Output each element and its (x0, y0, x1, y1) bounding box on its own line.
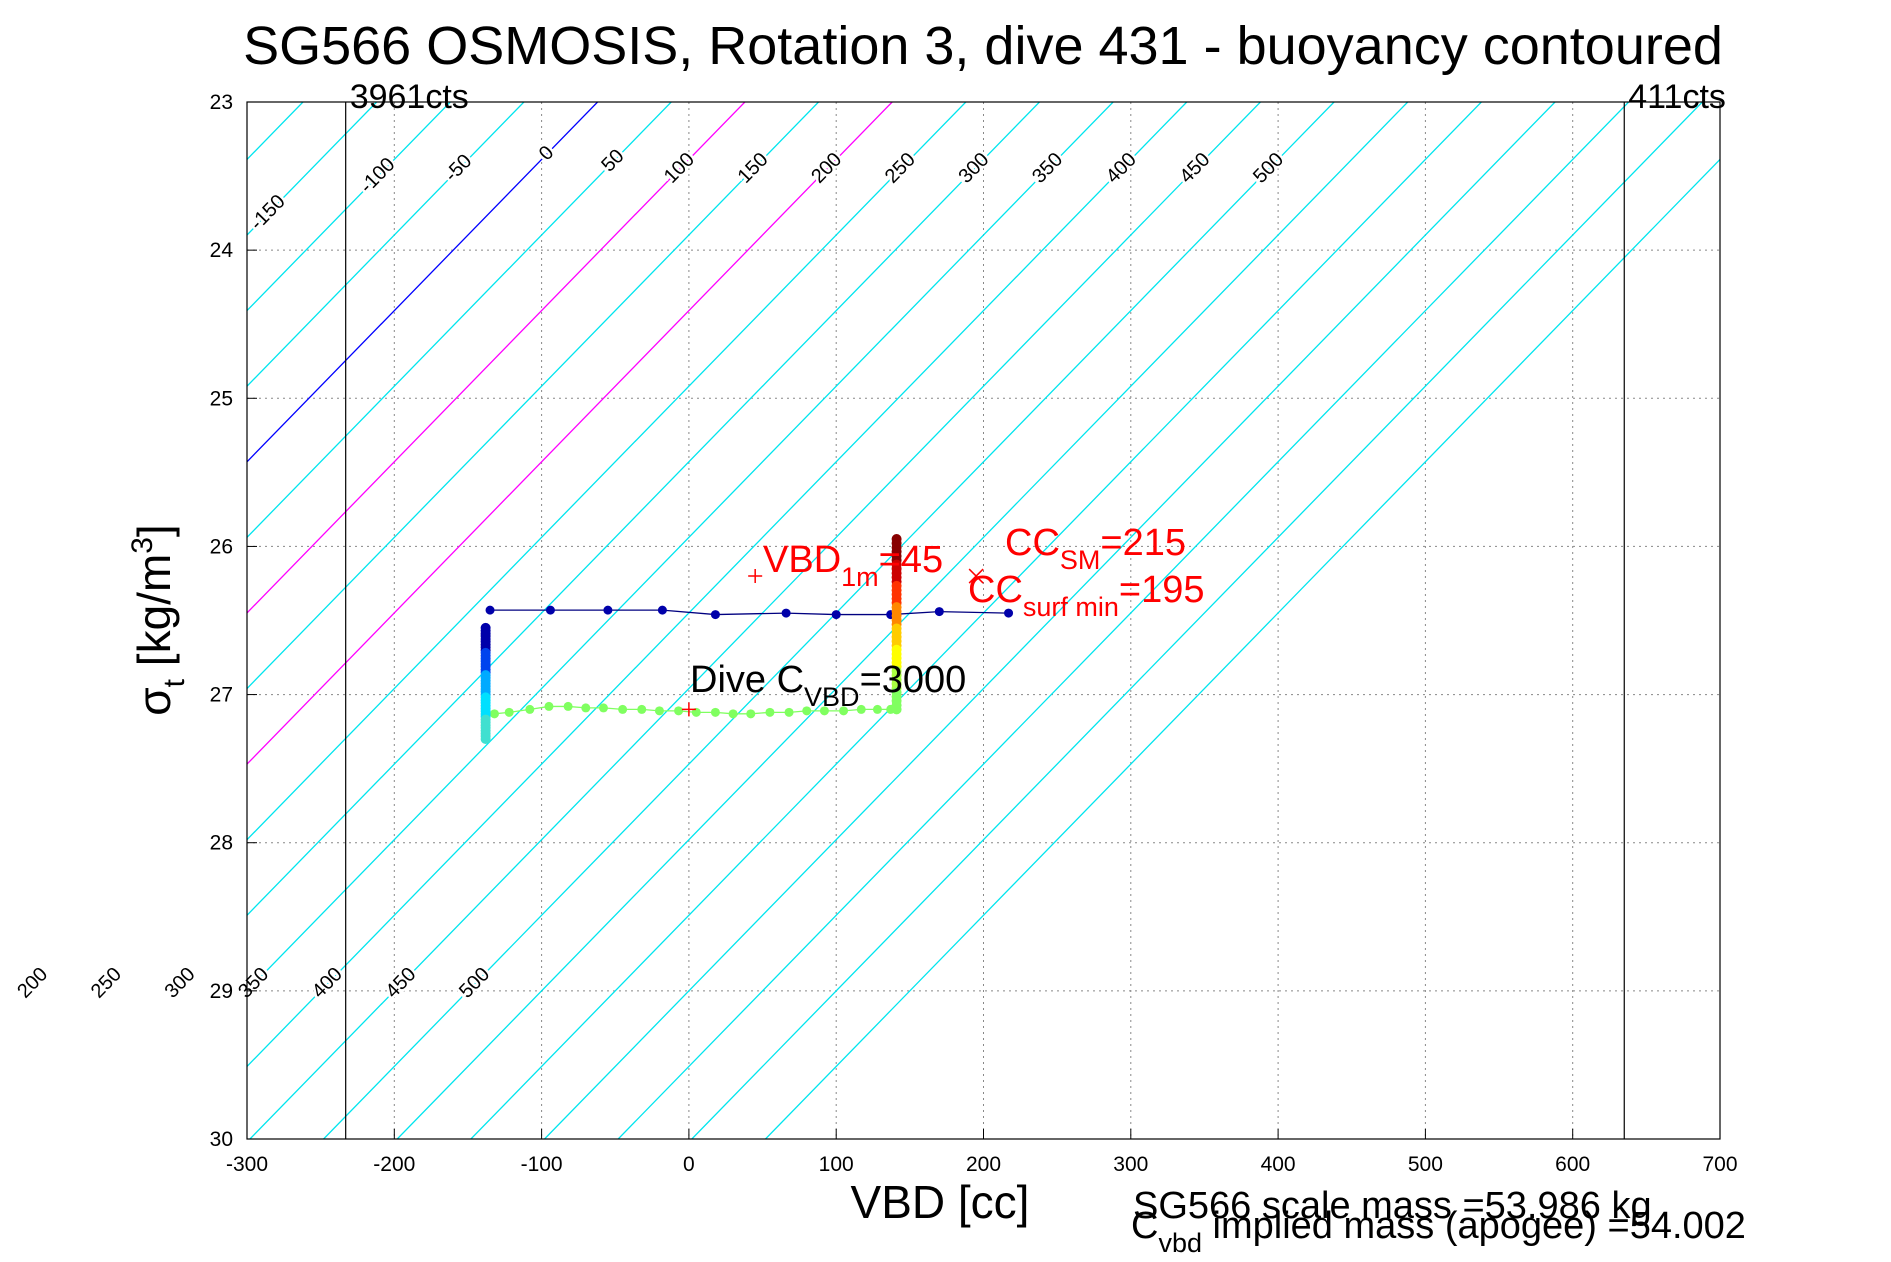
data-point (598, 703, 608, 713)
series-line (490, 609, 1009, 616)
x-tick-label: -200 (373, 1153, 415, 1176)
contour-line (247, 102, 893, 766)
data-point (618, 704, 628, 714)
x-tick-label: 200 (966, 1153, 1001, 1176)
chart-title: SG566 OSMOSIS, Rotation 3, dive 431 - bu… (243, 16, 1723, 76)
data-point (485, 605, 495, 615)
y-tick-label: 23 (210, 91, 233, 114)
data-point (657, 605, 667, 615)
data-point (891, 704, 902, 715)
x-tick-label: 500 (1408, 1153, 1443, 1176)
contour-line (0, 102, 8, 1139)
data-point (784, 707, 794, 717)
contour-line (396, 102, 1409, 1139)
data-point (637, 704, 647, 714)
contour-label: 300 (161, 963, 200, 1002)
contour-lines (0, 102, 1720, 1139)
plus-marker (681, 702, 696, 717)
contour-line (247, 102, 672, 539)
y-tick-label: 25 (210, 387, 233, 410)
data-point (831, 610, 841, 620)
contour-line (247, 102, 1114, 992)
annotation-cc-surf-min: CCsurf min=195 (968, 569, 1205, 622)
data-point (934, 607, 944, 617)
contour-line (470, 102, 1482, 1139)
x-tick-label: 600 (1555, 1153, 1590, 1176)
data-series (480, 534, 1014, 745)
data-point (765, 707, 775, 717)
cross-marker (968, 568, 984, 584)
contour-line (247, 102, 967, 841)
contour-line (247, 102, 451, 312)
contour-line (247, 102, 1188, 1068)
data-point (504, 707, 514, 717)
y-tick-label: 30 (210, 1128, 233, 1151)
contour-line (323, 102, 1335, 1139)
x-tick-label: -300 (226, 1153, 268, 1176)
data-point (728, 709, 738, 719)
data-point (839, 706, 849, 716)
contour-line (247, 102, 525, 388)
x-tick-label: 100 (819, 1153, 854, 1176)
vbd-limit-lines: 3961cts 411cts (345, 78, 1726, 1139)
data-point (563, 701, 573, 711)
data-point (746, 709, 756, 719)
x-ticks: -300 -200 -100 0 100 200 300 400 500 600 700 (226, 1129, 1738, 1176)
data-point (872, 704, 882, 714)
contour-line (544, 102, 1556, 1139)
data-point (544, 701, 554, 711)
data-point (802, 706, 812, 716)
data-point (480, 734, 491, 745)
contour-line (247, 102, 819, 690)
annotation-cc-sm: CCSM=215 (1005, 522, 1186, 575)
x-tick-label: 400 (1261, 1153, 1296, 1176)
data-point (781, 608, 791, 618)
y-tick-label: 24 (210, 239, 234, 262)
data-point (710, 610, 720, 620)
vbd-limit-label: 3961cts (350, 78, 469, 116)
data-point (545, 605, 555, 615)
contour-line (247, 102, 1040, 917)
contour-line (765, 158, 1720, 1139)
vbd-limit-label: 411cts (1628, 78, 1726, 116)
contour-label: 250 (87, 963, 126, 1002)
x-tick-label: 700 (1702, 1153, 1737, 1176)
data-point (603, 605, 613, 615)
y-axis-label: σt [kg/m3] (126, 524, 191, 715)
annotation-vbd1m: VBD1m=45 (763, 539, 943, 592)
x-axis-label: VBD [cc] (851, 1176, 1030, 1228)
data-point (581, 703, 591, 713)
x-tick-label: 0 (683, 1153, 695, 1176)
data-point (819, 706, 829, 716)
x-tick-label: -100 (521, 1153, 563, 1176)
data-point (654, 706, 664, 716)
data-point (674, 706, 684, 716)
contour-line (247, 102, 746, 614)
data-point (710, 707, 720, 717)
contour-line (617, 102, 1630, 1139)
y-tick-label: 26 (210, 535, 233, 558)
data-point (489, 709, 499, 719)
contour-label: 200 (13, 963, 52, 1002)
y-tick-label: 27 (210, 684, 233, 707)
scale-mass-text: SG566 scale mass =53.986 kg (1133, 1185, 1652, 1227)
grid (247, 102, 1720, 1139)
markers (681, 568, 984, 717)
x-tick-label: 300 (1113, 1153, 1148, 1176)
annotation-dive-cvbd: Dive CVBD=3000 (690, 659, 966, 712)
plus-marker (748, 569, 763, 584)
contour-line (247, 102, 599, 463)
data-point (856, 704, 866, 714)
y-ticks: 23 24 25 26 27 28 29 30 (210, 91, 257, 1151)
data-point (1004, 608, 1014, 618)
data-point (525, 704, 535, 714)
y-tick-label: 29 (210, 980, 233, 1003)
contour-line (249, 102, 1261, 1139)
implied-mass-text: Cvbd implied mass (apogee) =54.002 (1131, 1205, 1746, 1258)
y-tick-label: 28 (210, 832, 233, 855)
contour-line (691, 102, 1703, 1139)
